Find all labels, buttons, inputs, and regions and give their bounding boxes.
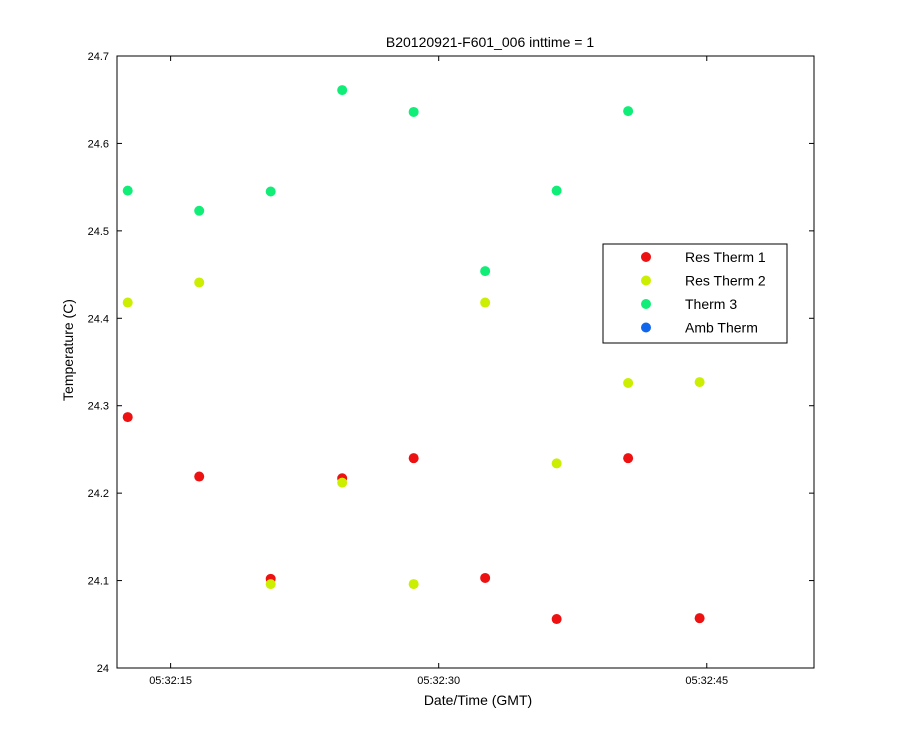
data-point-res-therm-2 bbox=[122, 297, 133, 308]
y-tick-label: 24.2 bbox=[88, 488, 109, 500]
data-point-res-therm-1 bbox=[623, 453, 634, 464]
legend-label: Res Therm 1 bbox=[685, 249, 766, 265]
data-point-res-therm-2 bbox=[694, 377, 705, 388]
y-tick-label: 24.1 bbox=[88, 576, 109, 588]
data-point-res-therm-2 bbox=[337, 477, 348, 488]
x-tick-label: 05:32:30 bbox=[417, 675, 460, 687]
chart-title: B20120921-F601_006 inttime = 1 bbox=[386, 34, 594, 50]
legend-marker bbox=[641, 252, 651, 262]
legend: Res Therm 1 Res Therm 2 Therm 3 Amb Therm bbox=[602, 243, 788, 344]
data-point-therm-3 bbox=[551, 185, 562, 196]
data-point-res-therm-2 bbox=[265, 579, 276, 590]
y-tick-label: 24.5 bbox=[88, 226, 109, 238]
legend-marker bbox=[641, 299, 651, 309]
data-point-therm-3 bbox=[408, 106, 419, 117]
y-axis-label: Temperature (C) bbox=[60, 299, 76, 401]
data-points bbox=[122, 85, 705, 625]
y-tick-label: 24.3 bbox=[88, 401, 109, 413]
data-point-therm-3 bbox=[480, 266, 491, 277]
x-tick-label: 05:32:45 bbox=[685, 675, 728, 687]
data-point-res-therm-2 bbox=[623, 377, 634, 388]
legend-label: Res Therm 2 bbox=[685, 273, 766, 289]
legend-box bbox=[602, 243, 788, 344]
data-point-res-therm-1 bbox=[694, 613, 705, 624]
data-point-therm-3 bbox=[337, 85, 348, 96]
data-point-res-therm-1 bbox=[480, 572, 491, 583]
x-axis: 05:32:15 05:32:30 05:32:45 bbox=[149, 56, 728, 687]
data-point-therm-3 bbox=[194, 205, 205, 216]
x-tick-label: 05:32:15 bbox=[149, 675, 192, 687]
legend-marker bbox=[641, 322, 651, 333]
data-point-therm-3 bbox=[265, 186, 276, 197]
legend-marker bbox=[641, 275, 651, 286]
y-axis: 24 24.1 24.2 24.3 24.4 24.5 24.6 24.7 bbox=[88, 51, 814, 675]
data-point-res-therm-2 bbox=[194, 277, 205, 288]
data-point-res-therm-2 bbox=[551, 458, 562, 469]
data-point-res-therm-1 bbox=[551, 614, 562, 625]
y-tick-label: 24 bbox=[97, 663, 109, 675]
y-tick-label: 24.6 bbox=[88, 138, 109, 150]
y-tick-label: 24.7 bbox=[88, 51, 109, 63]
y-tick-label: 24.4 bbox=[88, 313, 109, 325]
data-point-res-therm-1 bbox=[122, 412, 133, 423]
legend-label: Therm 3 bbox=[685, 296, 737, 312]
data-point-therm-3 bbox=[623, 106, 634, 117]
data-point-res-therm-2 bbox=[408, 579, 419, 590]
plot-area bbox=[116, 55, 815, 669]
data-point-res-therm-1 bbox=[408, 453, 419, 464]
data-point-res-therm-1 bbox=[194, 471, 205, 482]
legend-label: Amb Therm bbox=[685, 320, 758, 336]
x-axis-label: Date/Time (GMT) bbox=[424, 692, 532, 708]
data-point-res-therm-2 bbox=[480, 297, 491, 308]
data-point-therm-3 bbox=[122, 185, 133, 196]
